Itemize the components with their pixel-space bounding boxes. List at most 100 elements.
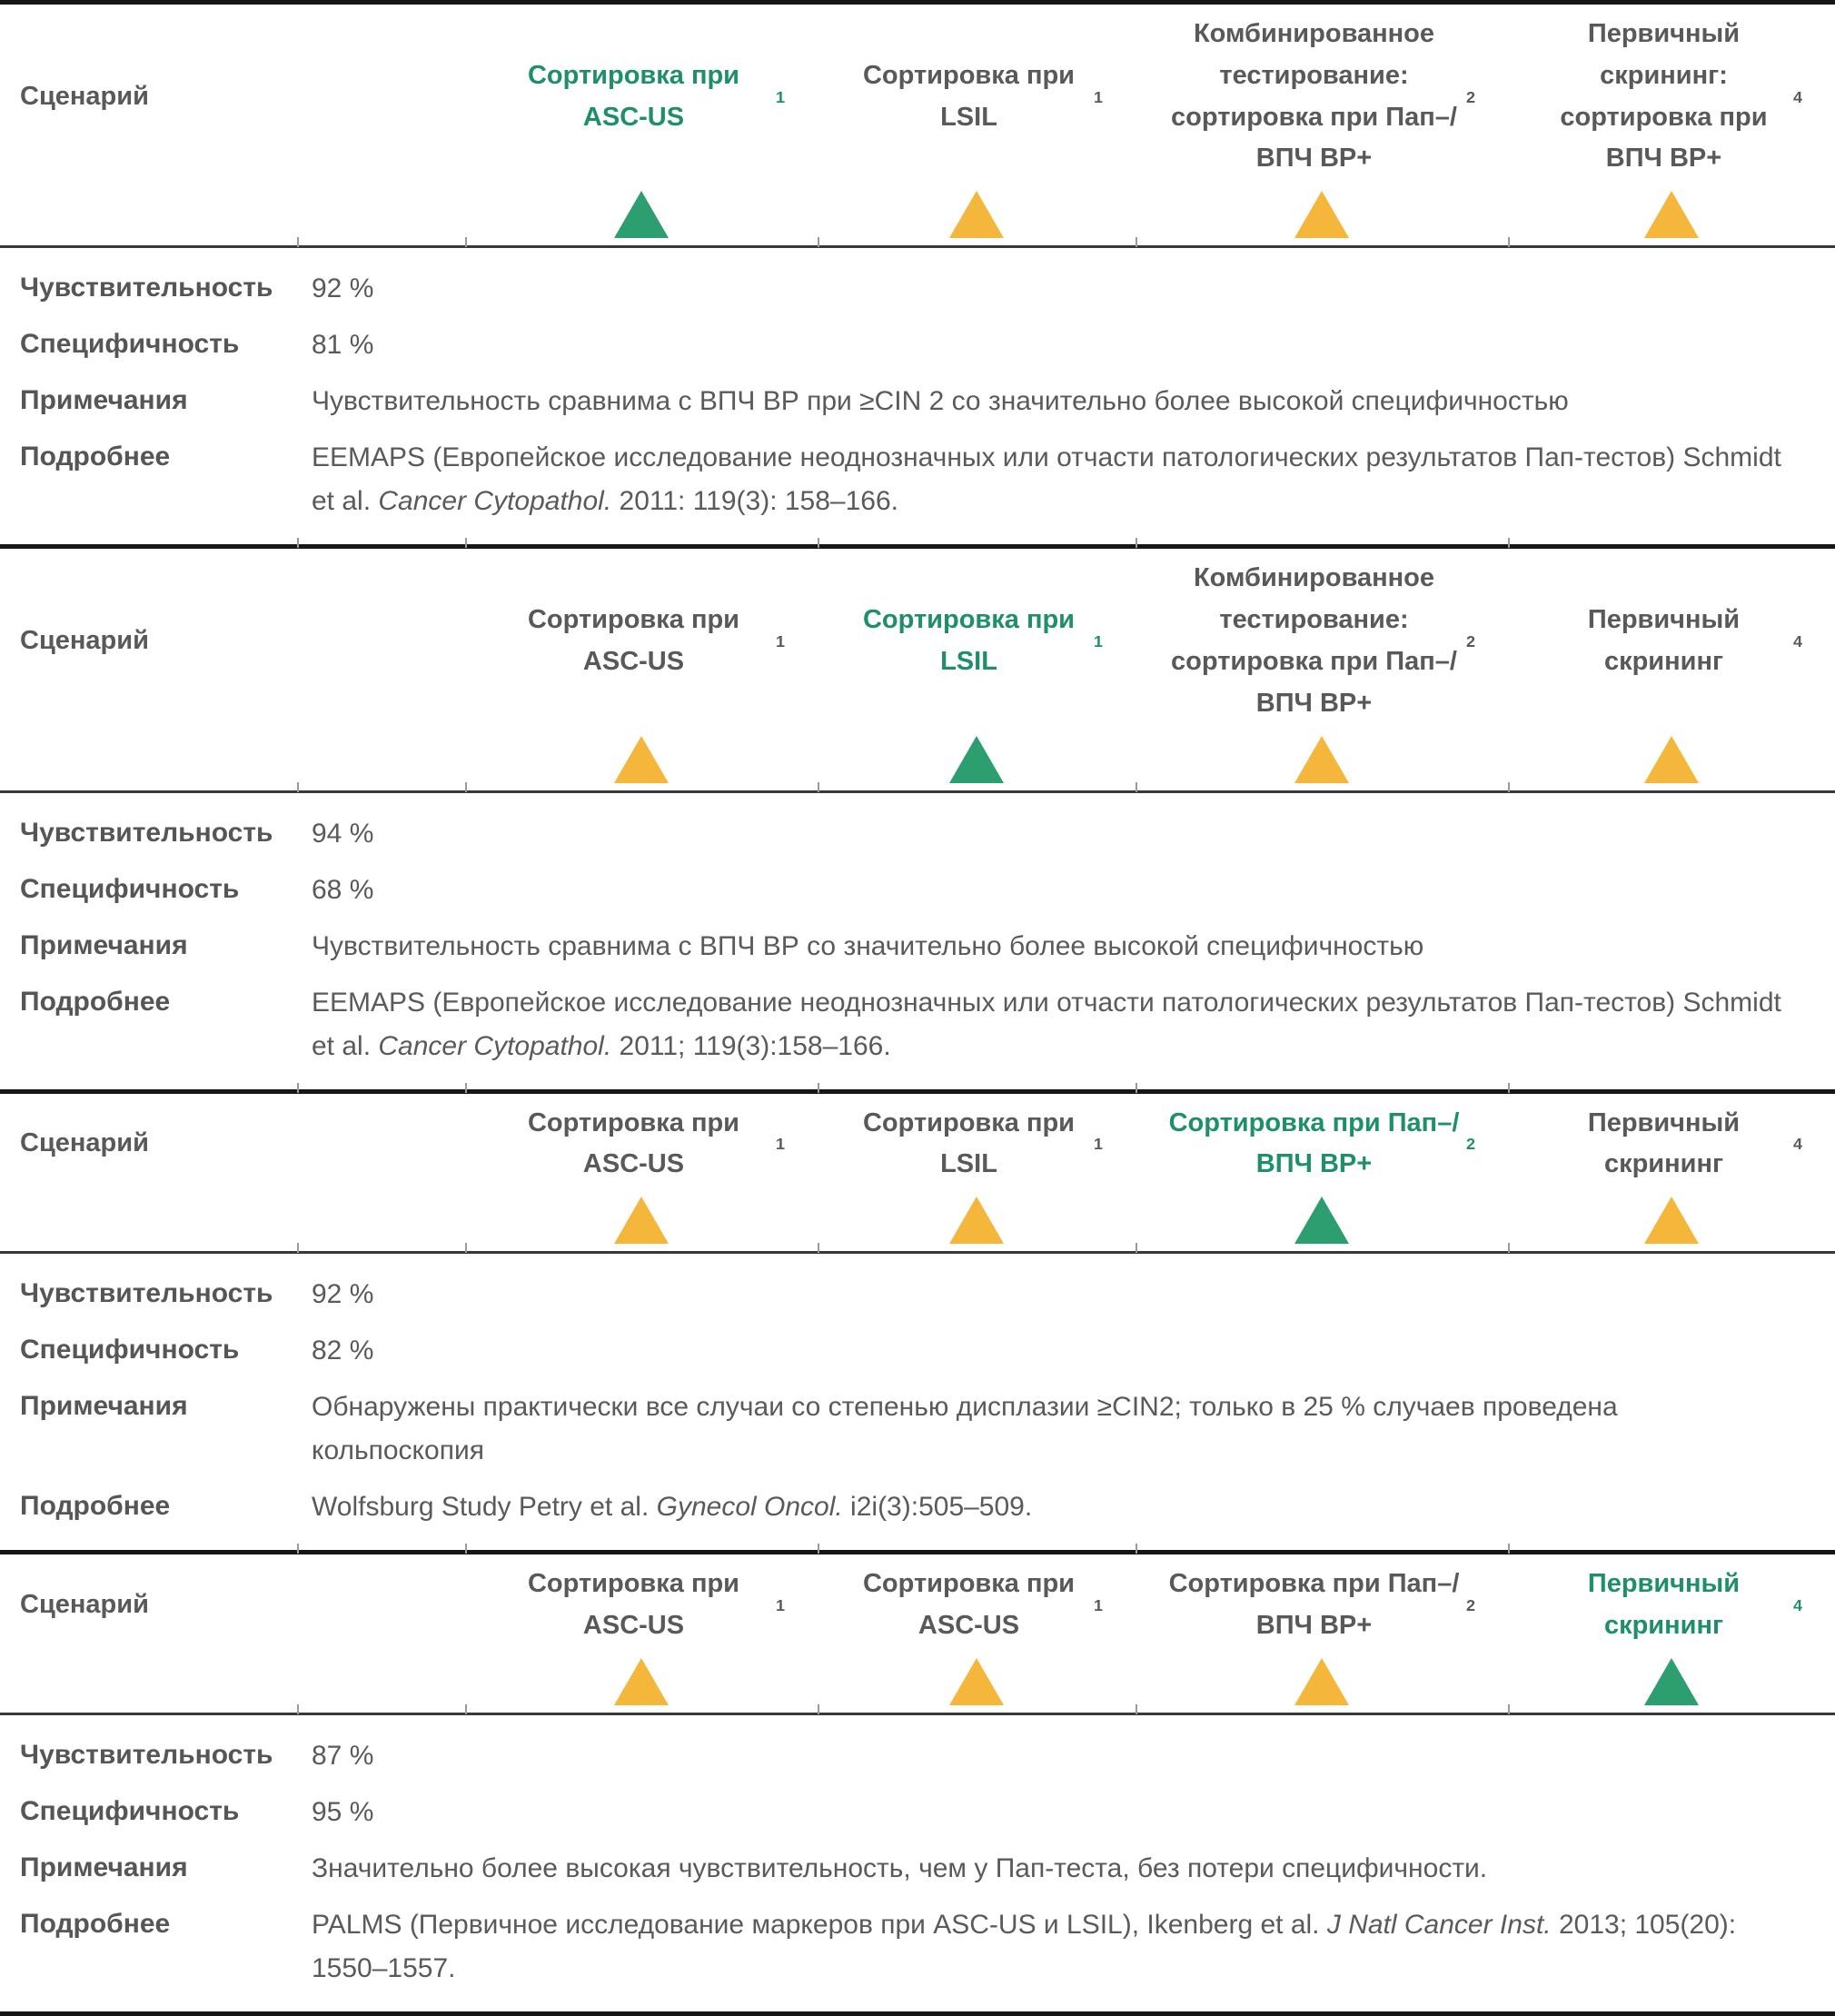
scenario-title: Первичный скрининг: сортировка при ВПЧ В… bbox=[1560, 19, 1802, 174]
scenario-title: Сортировка при ASC-US 1 bbox=[527, 1107, 785, 1179]
details-value: PALMS (Первичное исследование маркеров п… bbox=[312, 1909, 1737, 1983]
details-row: Подробнее PALMS (Первичное исследование … bbox=[0, 1897, 1835, 1997]
specificity-value: 81 % bbox=[312, 330, 374, 361]
section-data: Чувствительность 94 % Специфичность 68 %… bbox=[0, 793, 1835, 1089]
scenario-cotesting: Комбинированное тестирование: сортировка… bbox=[1136, 14, 1508, 245]
header-divider bbox=[0, 1703, 1835, 1715]
sensitivity-label: Чувствительность bbox=[20, 273, 273, 303]
specificity-value: 68 % bbox=[312, 874, 374, 905]
section-1: Сценарий Сортировка при ASC-US 1 Сортиров… bbox=[0, 5, 1835, 550]
triangle-marker-icon bbox=[949, 1657, 1004, 1705]
triangle-marker-icon bbox=[614, 1657, 669, 1705]
header-divider bbox=[0, 1243, 1835, 1255]
scenario-ascus: Сортировка при ASC-US 1 bbox=[465, 14, 818, 245]
scenario-title: Сортировка при ASC-US 1 bbox=[527, 1569, 785, 1640]
details-value: Wolfsburg Study Petry et al. Gynecol Onc… bbox=[312, 1492, 1033, 1523]
scenario-title: Сортировка при ASC-US 1 bbox=[527, 605, 785, 676]
scenario-lsil: Сортировка при LSIL 1 bbox=[818, 14, 1136, 245]
scenario-title: Первичный скрининг 4 bbox=[1587, 1107, 1802, 1179]
scenario-primary-screening: Первичный скрининг 4 bbox=[1508, 1564, 1835, 1713]
notes-value: Обнаружены практически все случаи со сте… bbox=[312, 1392, 1618, 1466]
scenario-cotesting: Сортировка при Пап–/ВПЧ ВР+ 2 bbox=[1136, 1103, 1508, 1252]
triangle-marker-icon bbox=[1644, 1657, 1699, 1705]
scenario-header-row: Сценарий Сортировка при ASC-US 1 Сортиров… bbox=[0, 5, 1835, 245]
details-label: Подробнее bbox=[20, 1491, 171, 1522]
scenario-label: Сценарий bbox=[20, 1590, 149, 1620]
triangle-marker-icon bbox=[949, 1197, 1004, 1245]
sensitivity-value: 94 % bbox=[312, 818, 374, 849]
scenario-row-label-cell: Сценарий bbox=[0, 14, 465, 245]
notes-label: Примечания bbox=[20, 929, 188, 960]
sensitivity-label: Чувствительность bbox=[20, 1278, 273, 1309]
sensitivity-row: Чувствительность 94 % bbox=[0, 806, 1835, 862]
specificity-row: Специфичность 95 % bbox=[0, 1784, 1835, 1841]
scenario-ascus: Сортировка при ASC-US 1 bbox=[465, 1564, 818, 1713]
triangle-marker-icon bbox=[1294, 1197, 1349, 1245]
scenario-title: Сортировка при Пап–/ВПЧ ВР+ 2 bbox=[1168, 1107, 1475, 1179]
specificity-label: Специфичность bbox=[20, 329, 240, 360]
section-divider bbox=[0, 1082, 1835, 1094]
scenario-primary-screening: Первичный скрининг: сортировка при ВПЧ В… bbox=[1508, 14, 1835, 245]
scenario-row-label-cell: Сценарий bbox=[0, 558, 465, 790]
notes-label: Примечания bbox=[20, 385, 188, 416]
notes-value: Чувствительность сравнима с ВПЧ ВР со зн… bbox=[312, 930, 1424, 961]
scenario-ascus: Сортировка при ASC-US 1 bbox=[465, 1103, 818, 1252]
section-data: Чувствительность 87 % Специфичность 95 %… bbox=[0, 1715, 1835, 2011]
section-data: Чувствительность 92 % Специфичность 82 %… bbox=[0, 1254, 1835, 1550]
section-4: Сценарий Сортировка при ASC-US 1 Сортиров… bbox=[0, 1554, 1835, 2011]
scenario-title: Сортировка при Пап–/ВПЧ ВР+ 2 bbox=[1168, 1569, 1475, 1640]
specificity-label: Специфичность bbox=[20, 1335, 240, 1366]
notes-label: Примечания bbox=[20, 1852, 188, 1882]
specificity-value: 82 % bbox=[312, 1336, 374, 1366]
triangle-marker-icon bbox=[1644, 191, 1699, 239]
section-data: Чувствительность 92 % Специфичность 81 %… bbox=[0, 248, 1835, 544]
scenario-row-label-cell: Сценарий bbox=[0, 1564, 465, 1713]
sensitivity-value: 92 % bbox=[312, 1279, 374, 1310]
header-divider bbox=[0, 237, 1835, 249]
scenario-label: Сценарий bbox=[20, 1128, 149, 1158]
section-2: Сценарий Сортировка при ASC-US 1 Сортиров… bbox=[0, 549, 1835, 1094]
scenario-label: Сценарий bbox=[20, 81, 149, 111]
notes-row: Примечания Значительно более высокая чув… bbox=[0, 1841, 1835, 1897]
details-row: Подробнее EEMAPS (Европейское исследован… bbox=[0, 430, 1835, 530]
scenario-lsil: Сортировка при LSIL 1 bbox=[818, 558, 1136, 790]
triangle-marker-icon bbox=[614, 191, 669, 239]
notes-label: Примечания bbox=[20, 1391, 188, 1422]
notes-value: Значительно более высокая чувствительнос… bbox=[312, 1852, 1488, 1883]
specificity-label: Специфичность bbox=[20, 873, 240, 904]
notes-value: Чувствительность сравнима с ВПЧ ВР при ≥… bbox=[312, 386, 1569, 417]
details-label: Подробнее bbox=[20, 1908, 171, 1939]
triangle-marker-icon bbox=[614, 1197, 669, 1245]
scenario-row-label-cell: Сценарий bbox=[0, 1103, 465, 1252]
scenario-ascus-2: Сортировка при ASC-US 1 bbox=[818, 1564, 1136, 1713]
triangle-marker-icon bbox=[1294, 735, 1349, 783]
sensitivity-value: 87 % bbox=[312, 1740, 374, 1771]
scenario-title: Сортировка при LSIL 1 bbox=[862, 1107, 1103, 1179]
scenario-ascus: Сортировка при ASC-US 1 bbox=[465, 558, 818, 790]
scenario-primary-screening: Первичный скрининг 4 bbox=[1508, 1103, 1835, 1252]
triangle-marker-icon bbox=[949, 735, 1004, 783]
details-label: Подробнее bbox=[20, 986, 171, 1017]
notes-row: Примечания Чувствительность сравнима с В… bbox=[0, 919, 1835, 975]
scenario-lsil: Сортировка при LSIL 1 bbox=[818, 1103, 1136, 1252]
scenario-title: Первичный скрининг 4 bbox=[1587, 605, 1802, 676]
scenario-primary-screening: Первичный скрининг 4 bbox=[1508, 558, 1835, 790]
details-value: EEMAPS (Европейское исследование неодноз… bbox=[312, 987, 1781, 1061]
scenario-title: Сортировка при ASC-US 1 bbox=[527, 60, 785, 132]
sensitivity-label: Чувствительность bbox=[20, 1739, 273, 1770]
section-divider bbox=[0, 538, 1835, 550]
sensitivity-value: 92 % bbox=[312, 273, 374, 304]
triangle-marker-icon bbox=[1644, 1197, 1699, 1245]
scenario-title: Комбинированное тестирование: сортировка… bbox=[1171, 563, 1475, 718]
sensitivity-row: Чувствительность 92 % bbox=[0, 1266, 1835, 1323]
notes-row: Примечания Чувствительность сравнима с В… bbox=[0, 373, 1835, 430]
details-value: EEMAPS (Европейское исследование неодноз… bbox=[312, 442, 1781, 517]
sensitivity-row: Чувствительность 87 % bbox=[0, 1728, 1835, 1784]
scenario-title: Сортировка при LSIL 1 bbox=[862, 60, 1103, 132]
scenario-header-row: Сценарий Сортировка при ASC-US 1 Сортиров… bbox=[0, 1554, 1835, 1713]
header-divider bbox=[0, 781, 1835, 793]
details-row: Подробнее Wolfsburg Study Petry et al. G… bbox=[0, 1479, 1835, 1535]
details-label: Подробнее bbox=[20, 442, 171, 472]
scenario-header-row: Сценарий Сортировка при ASC-US 1 Сортиров… bbox=[0, 1094, 1835, 1252]
